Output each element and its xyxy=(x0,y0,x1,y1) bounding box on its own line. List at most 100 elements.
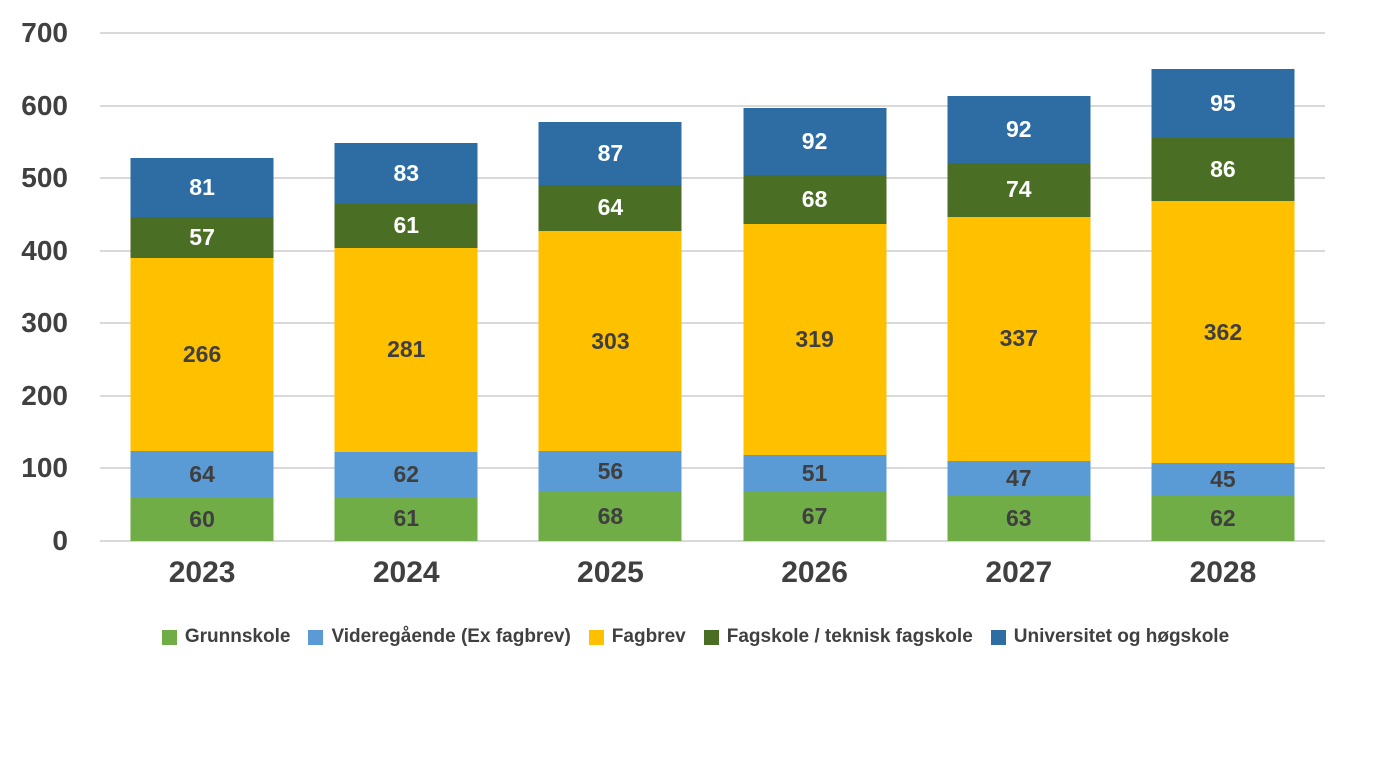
bar-2027: 63 47 337 74 92 xyxy=(947,96,1091,541)
legend-item: Videregående (Ex fagbrev) xyxy=(308,626,571,648)
gridline xyxy=(100,104,1325,107)
x-axis-category-label: 2027 xyxy=(985,556,1053,589)
x-axis-category-label: 2026 xyxy=(781,556,848,589)
segment-value-label: 83 xyxy=(393,159,420,186)
segment-value-label: 303 xyxy=(591,327,630,354)
x-axis: 2023 2024 2025 2026 2027 2028 xyxy=(100,556,1325,590)
segment-value-label: 362 xyxy=(1203,318,1243,345)
bar-segment: 319 xyxy=(743,223,887,456)
segment-value-label: 64 xyxy=(597,194,624,221)
bar-segment: 57 xyxy=(130,216,274,258)
y-axis-tick-label: 100 xyxy=(21,452,68,484)
legend-item: Fagskole / teknisk fagskole xyxy=(703,626,973,648)
legend-label: Grunnskole xyxy=(184,626,291,647)
segment-value-label: 61 xyxy=(393,505,420,532)
legend-label: Fagskole / teknisk fagskole xyxy=(726,626,973,647)
segment-value-label: 64 xyxy=(189,460,215,487)
segment-value-label: 51 xyxy=(801,460,828,487)
bar-slot-2027: 63 47 337 74 92 xyxy=(917,33,1121,541)
segment-value-label: 63 xyxy=(1005,504,1032,531)
x-axis-category-label: 2025 xyxy=(577,556,644,589)
segment-value-label: 319 xyxy=(795,326,834,353)
gridline xyxy=(100,467,1325,470)
segment-value-label: 67 xyxy=(801,503,828,530)
gridline xyxy=(100,249,1325,252)
bar-segment: 47 xyxy=(947,461,1091,496)
segment-value-label: 87 xyxy=(597,139,624,166)
legend-item: Universitet og høgskole xyxy=(990,626,1230,648)
legend-swatch-icon xyxy=(588,629,604,645)
segment-value-label: 45 xyxy=(1210,466,1236,493)
legend-label: Universitet og høgskole xyxy=(1013,626,1230,647)
bar-slot-2025: 68 56 303 64 87 xyxy=(508,33,712,541)
segment-value-label: 95 xyxy=(1210,90,1236,117)
bar-segment: 81 xyxy=(130,157,274,217)
segment-value-label: 281 xyxy=(387,336,426,363)
y-axis-tick-label: 600 xyxy=(21,89,68,121)
bar-segment: 362 xyxy=(1151,200,1295,464)
segment-value-label: 56 xyxy=(597,457,624,484)
bar-segment: 95 xyxy=(1151,69,1295,139)
legend-item: Fagbrev xyxy=(588,626,686,648)
bar-2025: 68 56 303 64 87 xyxy=(538,121,682,541)
legend-swatch-icon xyxy=(161,629,177,645)
legend-swatch-icon xyxy=(308,629,324,645)
bar-segment: 281 xyxy=(334,247,478,452)
segment-value-label: 68 xyxy=(597,502,624,529)
bar-segment: 62 xyxy=(334,451,478,497)
y-axis-tick-label: 300 xyxy=(21,307,68,339)
segment-value-label: 74 xyxy=(1005,176,1032,203)
x-axis-category-label: 2024 xyxy=(372,556,440,589)
bar-segment: 64 xyxy=(538,184,682,232)
segment-value-label: 57 xyxy=(189,223,215,250)
bar-segment: 61 xyxy=(334,496,478,541)
bar-segment: 74 xyxy=(947,162,1091,217)
bar-segment: 303 xyxy=(538,231,682,452)
gridline xyxy=(100,322,1325,325)
segment-value-label: 62 xyxy=(1210,505,1236,531)
chart-legend: Grunnskole Videregående (Ex fagbrev) Fagbr… xyxy=(0,626,1391,648)
bar-2024: 61 62 281 61 83 xyxy=(334,143,478,541)
bar-segment: 92 xyxy=(947,96,1091,163)
bar-segment: 64 xyxy=(130,451,274,498)
bar-segment: 51 xyxy=(743,455,887,493)
segment-value-label: 337 xyxy=(999,325,1038,352)
bar-segment: 87 xyxy=(538,121,682,185)
gridline xyxy=(100,177,1325,180)
plot-area: 60 64 266 57 81 61 62 281 61 83 68 56 303 64 87 67 51 319… xyxy=(100,33,1325,541)
bar-segment: 67 xyxy=(743,492,887,541)
bar-segment: 68 xyxy=(743,174,887,224)
bar-slot-2023: 60 64 266 57 81 xyxy=(100,33,304,541)
gridline xyxy=(100,32,1325,34)
segment-value-label: 92 xyxy=(1005,116,1032,143)
bar-2023: 60 64 266 57 81 xyxy=(130,157,274,541)
gridline xyxy=(100,540,1325,542)
bar-slot-2024: 61 62 281 61 83 xyxy=(304,33,508,541)
bar-segment: 83 xyxy=(334,143,478,204)
y-axis-tick-label: 400 xyxy=(21,234,68,266)
y-axis-tick-label: 500 xyxy=(21,162,68,194)
y-axis-tick-label: 700 xyxy=(21,17,68,48)
segment-value-label: 68 xyxy=(801,185,828,212)
segment-value-label: 86 xyxy=(1210,155,1236,182)
segment-value-label: 61 xyxy=(393,212,420,239)
segment-value-label: 81 xyxy=(189,173,215,200)
gridline xyxy=(100,394,1325,397)
bar-segment: 68 xyxy=(538,491,682,541)
bar-segment: 60 xyxy=(130,497,274,541)
y-axis-tick-label: 200 xyxy=(21,379,68,411)
x-axis-category-label: 2023 xyxy=(168,556,236,589)
legend-swatch-icon xyxy=(703,629,719,645)
segment-value-label: 47 xyxy=(1005,464,1032,491)
bar-segment: 45 xyxy=(1151,463,1295,497)
bar-2026: 67 51 319 68 92 xyxy=(743,107,887,541)
legend-swatch-icon xyxy=(990,629,1006,645)
bar-segment: 61 xyxy=(334,203,478,248)
bar-segment: 62 xyxy=(1151,496,1295,541)
segment-value-label: 92 xyxy=(801,127,828,154)
segment-value-label: 62 xyxy=(393,460,420,487)
legend-label: Fagbrev xyxy=(611,626,686,647)
segment-value-label: 266 xyxy=(182,341,222,368)
bar-2028: 62 45 362 86 95 xyxy=(1151,69,1295,541)
legend-label: Videregående (Ex fagbrev) xyxy=(331,626,571,647)
